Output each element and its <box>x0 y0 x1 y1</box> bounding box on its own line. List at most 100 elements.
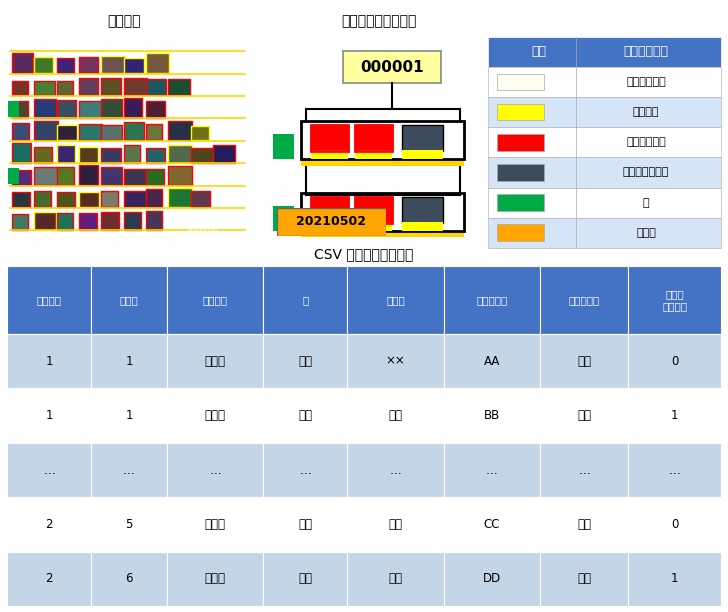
Text: ２段: ２段 <box>298 518 312 531</box>
Bar <box>167 443 264 497</box>
Bar <box>34 167 58 185</box>
Bar <box>91 334 167 389</box>
Bar <box>311 197 348 223</box>
Text: …: … <box>389 463 401 477</box>
Bar <box>57 100 76 118</box>
Bar <box>264 497 347 551</box>
Bar <box>347 443 444 497</box>
Bar <box>146 211 162 230</box>
Text: １段: １段 <box>298 572 312 585</box>
Bar <box>91 266 167 334</box>
Bar <box>57 58 74 73</box>
Text: …: … <box>44 463 55 477</box>
Bar <box>101 125 122 140</box>
Bar <box>444 443 540 497</box>
Text: 凡例: 凡例 <box>531 45 547 58</box>
Bar <box>311 125 348 151</box>
Bar <box>146 148 165 163</box>
Text: …: … <box>299 463 311 477</box>
Bar <box>12 53 33 73</box>
Text: DD: DD <box>483 572 501 585</box>
Text: 1: 1 <box>125 355 132 368</box>
Text: 解析画像: 解析画像 <box>107 15 141 28</box>
Bar <box>444 266 540 334</box>
Bar <box>444 389 540 443</box>
Bar <box>301 193 464 231</box>
Text: …: … <box>209 463 221 477</box>
Bar <box>311 151 348 159</box>
Bar <box>146 124 162 140</box>
Text: ゴンドラ番号: ゴンドラ番号 <box>626 77 666 87</box>
Bar <box>497 104 544 121</box>
Bar <box>540 551 628 606</box>
Text: －－: －－ <box>389 518 403 531</box>
Bar <box>311 125 348 151</box>
Text: ３列: ３列 <box>577 409 591 422</box>
Bar <box>628 334 721 389</box>
Bar <box>355 197 392 223</box>
Bar <box>540 497 628 551</box>
Text: 2: 2 <box>45 518 53 531</box>
Text: 000001: 000001 <box>360 60 424 75</box>
Bar <box>168 188 192 207</box>
Bar <box>347 334 444 389</box>
Bar <box>301 159 464 165</box>
Bar <box>124 170 146 185</box>
Bar <box>402 151 443 159</box>
Bar <box>79 212 97 230</box>
Bar <box>124 98 142 118</box>
Bar <box>124 212 141 230</box>
Bar <box>9 168 20 184</box>
Text: BB: BB <box>484 409 500 422</box>
Text: 〇〇: 〇〇 <box>389 409 403 422</box>
Bar <box>34 191 51 207</box>
Bar <box>12 101 28 118</box>
Text: CSV 棚陳列状況データ: CSV 棚陳列状況データ <box>314 247 414 261</box>
Bar <box>191 125 209 140</box>
Bar <box>191 148 214 163</box>
Bar <box>347 389 444 443</box>
Text: 商品コード: 商品コード <box>476 295 507 305</box>
Bar <box>264 389 347 443</box>
Bar <box>355 151 392 159</box>
Bar <box>497 225 544 241</box>
Text: 1: 1 <box>670 409 678 422</box>
Bar <box>488 37 721 67</box>
Bar <box>124 191 147 207</box>
Text: ４列: ４列 <box>577 572 591 585</box>
Text: 2: 2 <box>45 572 53 585</box>
Text: １４０: １４０ <box>205 409 226 422</box>
Bar <box>402 197 443 223</box>
Bar <box>628 389 721 443</box>
Bar <box>79 78 98 95</box>
Bar <box>101 167 122 185</box>
Text: 5: 5 <box>125 518 132 531</box>
Bar <box>146 100 165 118</box>
Bar <box>167 497 264 551</box>
Bar <box>167 551 264 606</box>
Bar <box>167 266 264 334</box>
Bar <box>402 222 443 231</box>
Bar <box>540 389 628 443</box>
Bar <box>146 79 166 95</box>
Bar <box>101 56 124 73</box>
Bar <box>34 81 55 95</box>
Bar <box>12 214 28 230</box>
Bar <box>7 443 91 497</box>
Bar <box>444 497 540 551</box>
Bar <box>57 81 73 95</box>
Bar <box>7 389 91 443</box>
Bar <box>101 78 121 95</box>
Text: 6: 6 <box>125 572 132 585</box>
Bar <box>57 125 76 140</box>
Bar <box>167 334 264 389</box>
Text: 棚札番号: 棚札番号 <box>633 107 660 117</box>
Bar <box>168 79 189 95</box>
Text: ××: ×× <box>386 355 405 368</box>
Bar <box>540 266 628 334</box>
Bar <box>301 231 464 237</box>
Bar <box>488 67 721 97</box>
Bar <box>91 551 167 606</box>
Bar <box>91 443 167 497</box>
Text: 0: 0 <box>671 518 678 531</box>
